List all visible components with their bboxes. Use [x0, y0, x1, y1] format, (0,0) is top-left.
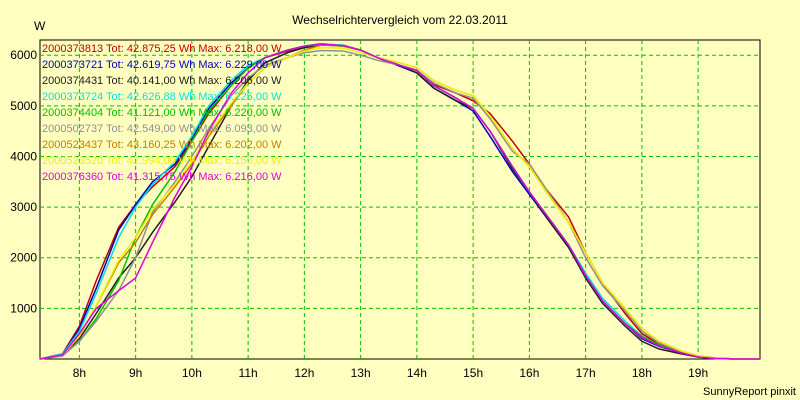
x-tick-label: 9h — [129, 366, 142, 380]
y-tick-label: 2000 — [10, 251, 37, 265]
legend-entry-4: 2000373724 Tot: 42.626,88 Wh Max: 6.225,… — [42, 91, 282, 103]
x-tick-label: 11h — [239, 366, 258, 380]
x-tick-label: 17h — [576, 366, 596, 380]
legend-entry-8: 2000523520 Tot: 42.994,00 Wh Max: 6.150,… — [42, 155, 282, 167]
x-tick-label: 19h — [688, 366, 708, 380]
x-axis-ticks: 8h 9h 10h 11h 12h 13h 14h 15h 16h 17h 18h 19h — [73, 366, 708, 380]
y-tick-label: 4000 — [10, 149, 37, 163]
x-tick-label: 10h — [182, 366, 202, 380]
x-tick-label: 13h — [351, 366, 371, 380]
y-tick-label: 1000 — [10, 301, 37, 315]
x-tick-label: 15h — [463, 366, 483, 380]
y-tick-label: 6000 — [10, 48, 37, 62]
y-tick-label: 3000 — [10, 200, 37, 214]
legend-entry-7: 2000523437 Tot: 43.160,25 Wh Max: 6.202,… — [42, 139, 282, 151]
y-axis-label: W — [34, 19, 46, 33]
plot-area — [39, 39, 761, 360]
x-tick-label: 16h — [519, 366, 539, 380]
legend-entry-2: 2000373721 Tot: 42.619,75 Wh Max: 6.229,… — [42, 59, 282, 71]
y-axis-ticks: 1000 2000 3000 4000 5000 6000 — [10, 48, 37, 315]
legend-entry-5: 2000374404 Tot: 41.121,00 Wh Max: 6.220,… — [42, 107, 282, 119]
y-tick-label: 5000 — [10, 99, 37, 113]
legend: 2000373813 Tot: 42.875,25 Wh Max: 6.218,… — [42, 43, 282, 183]
x-tick-label: 18h — [632, 366, 652, 380]
series-lines — [39, 42, 760, 360]
x-tick-label: 14h — [407, 366, 427, 380]
legend-entry-6: 2000502737 Tot: 42.549,00 Wh Max: 6.093,… — [42, 123, 282, 135]
series-line-8 — [39, 46, 760, 360]
x-tick-label: 12h — [294, 366, 314, 380]
legend-entry-9: 2000376360 Tot: 41.315,75 Wh Max: 6.216,… — [42, 171, 282, 183]
legend-entry-1: 2000373813 Tot: 42.875,25 Wh Max: 6.218,… — [42, 43, 282, 55]
footer-credit: SunnyReport pinxit — [703, 386, 796, 398]
x-tick-label: 8h — [73, 366, 86, 380]
grid — [40, 40, 760, 359]
chart-title: Wechselrichtervergleich vom 22.03.2011 — [292, 13, 508, 27]
series-line-9 — [39, 43, 760, 360]
legend-entry-3: 2000374431 Tot: 40.141,00 Wh Max: 6.206,… — [42, 75, 282, 87]
